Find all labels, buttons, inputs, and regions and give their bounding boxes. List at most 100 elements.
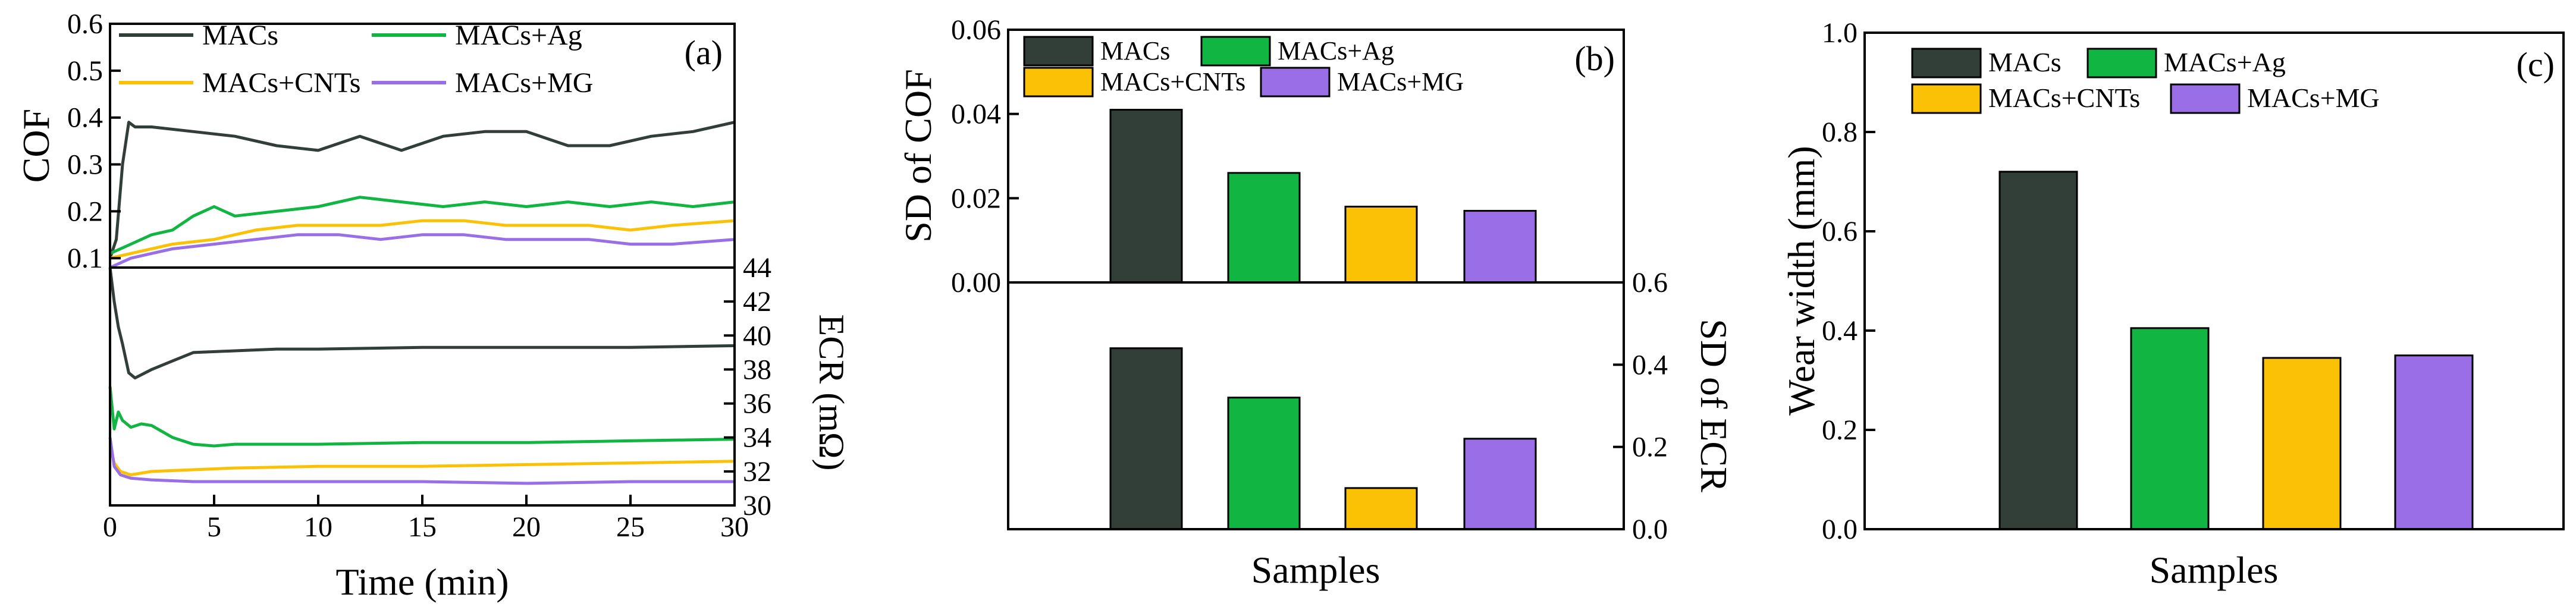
legend-swatch-macs-ag (2086, 48, 2157, 78)
line-cof-macs-mg (109, 233, 735, 269)
ytick-label: 30 (743, 490, 771, 521)
line-ecr-macs-mg (108, 437, 735, 485)
panel-a-legend: MACs MACs+Ag MACs+CNTs MACs+MG (119, 20, 593, 99)
ytick-label: 0.8 (1822, 117, 1858, 148)
panel-c-xlabel: Samples (2150, 549, 2279, 591)
ytick-label: 34 (743, 422, 771, 454)
xtick-label: 20 (512, 511, 541, 543)
legend-label-macs: MACs (1100, 36, 1170, 65)
legend-label-macs-cnts: MACs+CNTs (202, 67, 360, 99)
legend-label-macs: MACs (202, 20, 278, 51)
panel-b-bottom-bars (1109, 347, 1537, 530)
panel-a-top-yticks: 0.1 0.2 0.3 0.4 0.5 0.6 (67, 8, 121, 274)
ytick-label: 0.6 (67, 8, 103, 40)
panel-c-bars (1998, 171, 2474, 530)
ytick-label: 0.04 (951, 99, 1001, 130)
legend-swatch-macs (1023, 36, 1094, 67)
ytick-label: 32 (743, 456, 771, 488)
panel-a-xlabel: Time (min) (336, 561, 509, 603)
ytick-label: 0.2 (1632, 432, 1668, 463)
panel-c-yticks: 0.0 0.2 0.4 0.6 0.8 1.0 (1822, 17, 1875, 545)
panel-b-top-ylabel: SD of COF (897, 69, 939, 243)
ytick-label: 0.0 (1632, 514, 1668, 545)
panel-b-xlabel: Samples (1251, 549, 1380, 591)
bar-sd-cof-macs-ag (1227, 172, 1301, 284)
xtick-label: 15 (408, 511, 437, 543)
ytick-label: 0.3 (67, 149, 103, 181)
ytick-label: 0.6 (1822, 216, 1858, 247)
panel-b-bottom-ylabel: SD of ECR (1693, 319, 1735, 492)
legend-swatch-macs (1911, 48, 1982, 78)
line-ecr-macs-ag (108, 386, 735, 448)
legend-swatch-macs-cnts (1023, 67, 1094, 98)
legend-label-macs-cnts: MACs+CNTs (1100, 67, 1245, 96)
line-cof-macs (108, 121, 735, 259)
bar-sd-ecr-macs-mg (1463, 438, 1537, 530)
panel-c-legend: MACs MACs+Ag MACs+CNTs MACs+MG (1911, 47, 2380, 114)
legend-label-macs-ag: MACs+Ag (455, 20, 582, 51)
panel-a-bottom-ylabel: ECR (mΩ) (812, 315, 851, 471)
ytick-label: 0.1 (67, 243, 103, 274)
bar-wear-macs (1998, 171, 2078, 530)
panel-a-top-lines (108, 121, 735, 269)
bar-wear-macs-ag (2130, 327, 2210, 530)
ytick-label: 42 (743, 286, 771, 318)
legend-label-macs: MACs (1988, 47, 2062, 77)
bar-sd-cof-macs-cnts (1344, 206, 1418, 284)
panel-b: 0.00 0.02 0.04 0.06 0.0 0.2 0.4 0.6 MACs MACs+A… (897, 14, 1735, 591)
panel-b-bottom-frame (1007, 281, 1625, 530)
xtick-label: 25 (616, 511, 645, 543)
legend-label-macs-mg: MACs+MG (1337, 67, 1464, 96)
panel-a-top-frame (109, 23, 736, 269)
ytick-label: 0.2 (67, 196, 103, 227)
panel-c-frame (1863, 32, 2565, 530)
panel-b-top-bars (1109, 109, 1537, 284)
xtick-label: 5 (207, 511, 221, 543)
ytick-label: 0.4 (67, 102, 103, 134)
panel-a-xticks: 0 5 10 15 20 25 30 (103, 495, 749, 543)
panel-c-label: (c) (2517, 45, 2555, 84)
panel-b-bottom-yticks: 0.0 0.2 0.4 0.6 (1613, 267, 1668, 545)
legend-label-macs-mg: MACs+MG (455, 67, 593, 99)
line-ecr-macs-cnts (108, 445, 735, 477)
bar-sd-ecr-macs (1109, 347, 1183, 530)
ytick-label: 40 (743, 320, 771, 351)
bar-wear-macs-cnts (2262, 357, 2342, 530)
panel-b-top-yticks: 0.00 0.02 0.04 0.06 (951, 14, 1019, 298)
xtick-label: 10 (304, 511, 332, 543)
bar-sd-cof-macs (1109, 109, 1183, 284)
legend-swatch-macs-cnts (1911, 83, 1982, 114)
line-cof-macs-cnts (109, 219, 735, 260)
ytick-label: 0.2 (1822, 414, 1858, 446)
ytick-label: 38 (743, 354, 771, 385)
panel-c-ylabel: Wear width (mm) (1780, 146, 1822, 415)
ytick-label: 1.0 (1822, 17, 1858, 49)
bar-sd-ecr-macs-cnts (1344, 487, 1418, 530)
ytick-label: 0.6 (1632, 267, 1668, 298)
legend-label-macs-ag: MACs+Ag (1278, 36, 1394, 65)
line-ecr-macs (108, 267, 735, 380)
legend-label-macs-ag: MACs+Ag (2164, 47, 2286, 77)
line-cof-macs-ag (109, 196, 735, 255)
panel-b-legend: MACs MACs+Ag MACs+CNTs MACs+MG (1023, 36, 1464, 98)
ytick-label: 44 (743, 252, 771, 284)
legend-swatch-macs-mg (2170, 83, 2241, 114)
ytick-label: 36 (743, 388, 771, 420)
legend-label-macs-cnts: MACs+CNTs (1988, 83, 2140, 113)
xtick-label: 30 (720, 511, 749, 543)
ytick-label: 0.02 (951, 183, 1001, 214)
panel-b-label: (b) (1574, 39, 1615, 78)
legend-label-macs-mg: MACs+MG (2247, 83, 2380, 113)
ytick-label: 0.06 (951, 14, 1001, 46)
bar-sd-cof-macs-mg (1463, 210, 1537, 284)
legend-swatch-macs-ag (1200, 36, 1271, 67)
xtick-label: 0 (103, 511, 117, 543)
ytick-label: 0.4 (1822, 315, 1858, 347)
bar-sd-ecr-macs-ag (1227, 397, 1301, 530)
ytick-label: 0.4 (1632, 349, 1668, 381)
legend-swatch-macs-mg (1260, 67, 1331, 98)
panel-a-label: (a) (685, 33, 723, 72)
